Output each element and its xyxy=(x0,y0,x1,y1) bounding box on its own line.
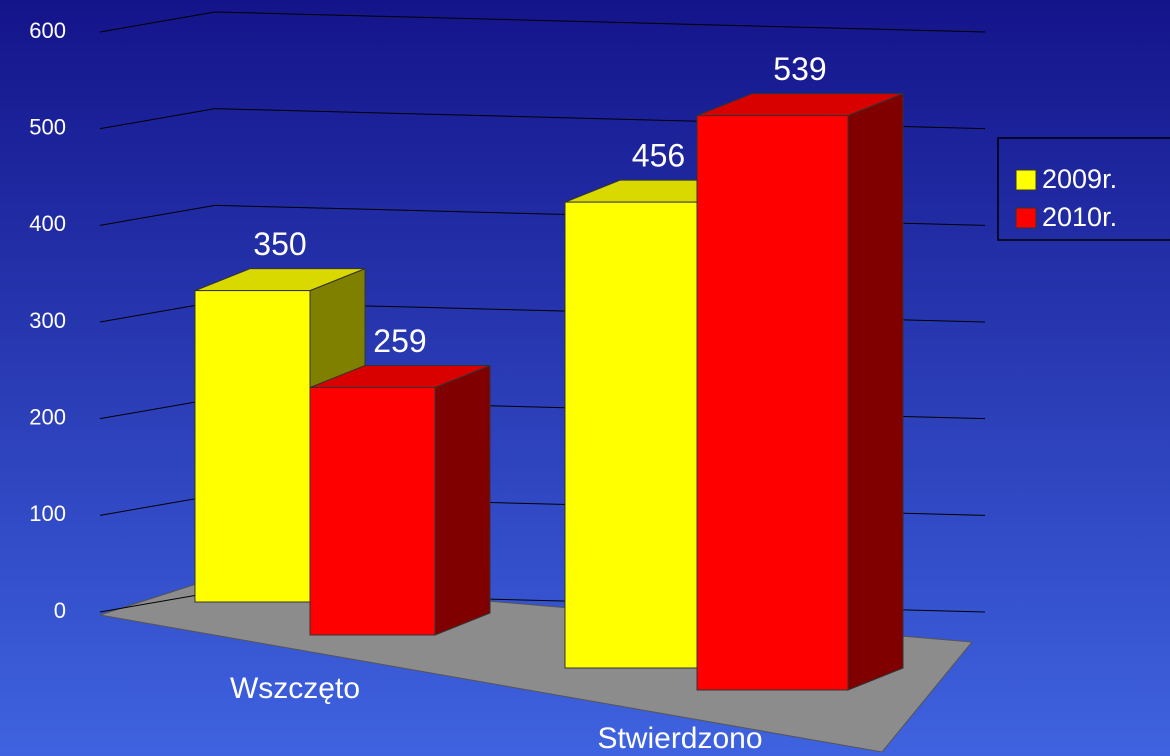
x-tick-label: Stwierdzono xyxy=(597,722,762,755)
y-tick-label: 0 xyxy=(54,598,66,623)
y-tick-label: 200 xyxy=(29,404,66,429)
x-tick-label: Wszczęto xyxy=(230,672,360,705)
value-label: 259 xyxy=(373,323,426,359)
value-label: 539 xyxy=(773,51,826,87)
y-tick-label: 600 xyxy=(29,18,66,43)
bar-side xyxy=(847,92,904,691)
legend-swatch xyxy=(1015,207,1037,229)
bar xyxy=(696,115,849,691)
bar xyxy=(564,201,698,669)
value-label: 456 xyxy=(632,138,685,174)
grid-line xyxy=(99,11,986,33)
y-tick-label: 400 xyxy=(29,211,66,236)
y-tick-label: 300 xyxy=(29,308,66,333)
bar xyxy=(194,290,311,603)
legend-box xyxy=(997,137,1170,241)
legend-label: 2009r. xyxy=(1042,164,1117,194)
legend-label: 2010r. xyxy=(1042,202,1117,232)
value-label: 350 xyxy=(253,226,306,262)
bar xyxy=(309,386,436,636)
y-tick-label: 100 xyxy=(29,501,66,526)
y-tick-label: 500 xyxy=(29,114,66,139)
bar-side xyxy=(434,364,491,636)
legend-swatch xyxy=(1015,169,1037,191)
